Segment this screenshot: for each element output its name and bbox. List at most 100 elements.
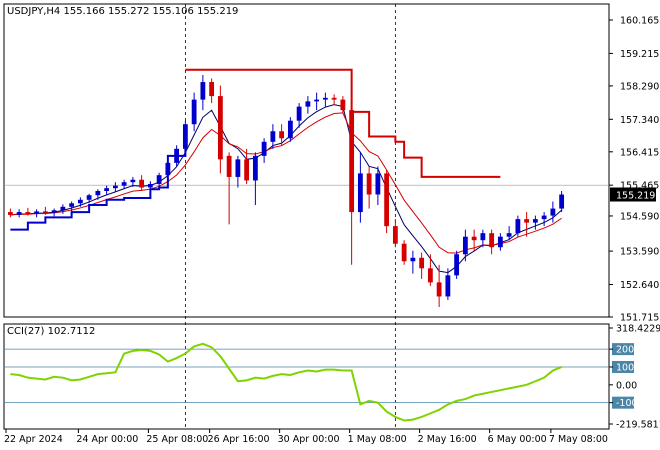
indicator-overlays bbox=[10, 68, 562, 274]
candle-body bbox=[331, 97, 337, 100]
candle-body bbox=[366, 173, 372, 195]
candle-body bbox=[305, 101, 311, 107]
candle-body bbox=[139, 179, 145, 188]
price-tick-label: 156.415 bbox=[620, 147, 659, 158]
candle-body bbox=[51, 210, 57, 213]
price-tick-label: 160.165 bbox=[620, 16, 659, 27]
time-tick-label: 30 Apr 00:00 bbox=[278, 434, 340, 445]
candle-body bbox=[532, 219, 538, 223]
candle-body bbox=[559, 194, 565, 209]
price-tick-label: 154.590 bbox=[620, 211, 659, 222]
candle-body bbox=[287, 120, 293, 139]
cci-tick-label: -100 bbox=[616, 398, 638, 409]
candle-body bbox=[156, 175, 162, 184]
candle-body bbox=[130, 179, 136, 183]
cci-line bbox=[10, 342, 563, 422]
candle-body bbox=[121, 182, 127, 186]
time-axis: 22 Apr 2024 24 Apr 00:00 25 Apr 08:00 26 Ap… bbox=[4, 429, 608, 445]
cci-level-badge bbox=[612, 396, 634, 409]
event-markers bbox=[184, 4, 396, 429]
candle-body bbox=[34, 211, 40, 214]
cci-tick-label: -219.5811 bbox=[616, 420, 660, 431]
price-tick-label: 151.715 bbox=[620, 313, 659, 324]
cci-axis: 318.4229 200 100 0.00 -100 -219.5811 bbox=[609, 324, 660, 431]
candle-body bbox=[384, 173, 390, 227]
candle-body bbox=[445, 275, 451, 297]
moving-average-fast bbox=[10, 104, 562, 274]
price-tick-label: 152.640 bbox=[620, 280, 659, 291]
price-pane-frame bbox=[3, 3, 610, 318]
price-tick-label: 155.465 bbox=[620, 181, 659, 192]
candle-body bbox=[515, 219, 521, 234]
candle-body bbox=[357, 173, 363, 213]
candle-body bbox=[489, 233, 495, 248]
candle-body bbox=[541, 215, 547, 220]
candle-body bbox=[69, 203, 75, 207]
candle-body bbox=[375, 173, 381, 195]
cci-level-badge bbox=[612, 343, 634, 356]
candle-body bbox=[95, 190, 101, 196]
candles bbox=[7, 75, 565, 307]
price-axis: 160.165 159.215 158.290 157.340 156.415 155.4… bbox=[609, 16, 659, 324]
candle-body bbox=[436, 282, 442, 297]
time-tick-label: 25 Apr 08:00 bbox=[146, 434, 208, 445]
candle-body bbox=[340, 99, 346, 111]
price-tick-label: 157.340 bbox=[620, 115, 659, 126]
candle-body bbox=[462, 236, 468, 255]
time-tick-label: 6 May 00:00 bbox=[488, 434, 547, 445]
candle-body bbox=[270, 131, 276, 142]
candle-body bbox=[182, 124, 188, 149]
candle-body bbox=[550, 208, 556, 216]
resistance-step-line bbox=[185, 68, 501, 178]
time-tick-label: 24 Apr 00:00 bbox=[76, 434, 138, 445]
candle-body bbox=[104, 188, 110, 191]
candle-body bbox=[235, 159, 241, 177]
candle-body bbox=[410, 257, 416, 262]
candle-body bbox=[349, 110, 355, 213]
candle-body bbox=[427, 268, 433, 283]
candle-body bbox=[314, 99, 320, 102]
candle-body bbox=[497, 236, 503, 248]
candle-body bbox=[261, 141, 267, 156]
candle-body bbox=[279, 131, 285, 139]
candle-body bbox=[524, 219, 530, 223]
candle-body bbox=[60, 206, 66, 211]
cci-tick-label: 0.00 bbox=[616, 380, 637, 391]
price-tick-label: 158.290 bbox=[620, 81, 659, 92]
candle-body bbox=[165, 162, 171, 176]
candle-body bbox=[322, 97, 328, 100]
candle-body bbox=[42, 211, 48, 213]
candle-body bbox=[392, 226, 398, 244]
candle-body bbox=[25, 212, 31, 214]
time-tick-label: 1 May 08:00 bbox=[348, 434, 407, 445]
cci-tick-label: 318.4229 bbox=[616, 324, 660, 335]
time-tick-label: 22 Apr 2024 bbox=[4, 434, 63, 445]
candle-body bbox=[471, 236, 477, 241]
time-tick-label: 2 May 16:00 bbox=[418, 434, 477, 445]
price-tick-label: 159.215 bbox=[620, 49, 659, 60]
cci-title: CCI(27) 102.7112 bbox=[7, 326, 95, 337]
candle-body bbox=[226, 155, 232, 177]
cci-tick-label: 100 bbox=[616, 362, 634, 373]
candle-body bbox=[191, 99, 197, 125]
candle-body bbox=[147, 183, 153, 188]
symbol-ohlc-label: USDJPY,H4 155.166 155.272 155.106 155.21… bbox=[7, 6, 238, 17]
candle-body bbox=[112, 185, 118, 189]
candle-body bbox=[77, 199, 83, 204]
cci-pane-frame bbox=[3, 323, 610, 430]
candle-body bbox=[244, 159, 250, 181]
candle-body bbox=[506, 233, 512, 237]
time-tick-label: 7 May 08:00 bbox=[549, 434, 608, 445]
candle-body bbox=[86, 195, 92, 200]
cci-indicator bbox=[4, 342, 609, 422]
candle-body bbox=[454, 254, 460, 276]
last-price-badge bbox=[610, 187, 656, 202]
candle-body bbox=[209, 82, 215, 97]
cci-level-badge bbox=[612, 360, 634, 373]
candle-body bbox=[16, 212, 22, 215]
price-tick-label: 153.590 bbox=[620, 247, 659, 258]
support-step-line bbox=[10, 145, 187, 231]
candle-body bbox=[419, 257, 425, 269]
cci-tick-label: 200 bbox=[616, 345, 634, 356]
